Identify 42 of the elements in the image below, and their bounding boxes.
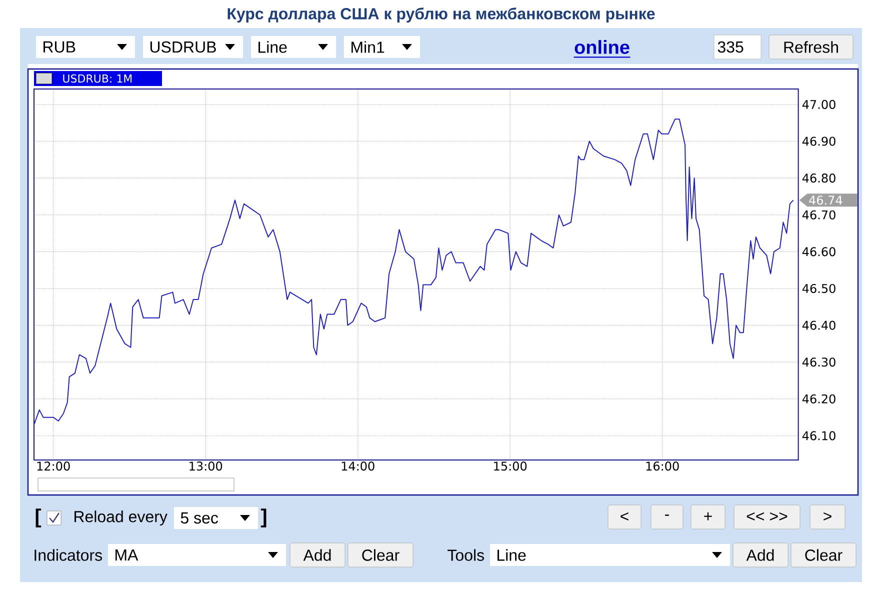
y-tick-label: 46.20 [802,394,836,404]
x-tick-label: 16:00 [646,462,679,471]
chart-title: Курс доллара США к рублю на межбанковском рынке [228,7,655,23]
text: online [574,40,630,54]
text: RUB [44,41,76,53]
x-tick-label: 13:00 [190,462,222,471]
text: Refresh [784,41,838,53]
x-tick-label: 15:00 [494,462,527,471]
text: Min1 [352,41,384,53]
text: > [824,512,832,520]
x-tick-label: 12:00 [37,462,70,471]
text: Line [258,41,287,53]
text: Indicators [34,549,102,561]
text: 335 [718,41,744,53]
y-tick-label: 46.70 [802,210,836,220]
text: [ [36,508,42,528]
y-tick-label: 46.60 [802,247,836,256]
text: Line [498,549,526,561]
chart-subtitle: USDRUB: 1M [63,74,132,83]
text: < [620,512,628,520]
text: 5 sec [180,512,218,524]
text: ] [260,508,266,528]
y-tick-label: 46.10 [802,431,836,440]
text: << >> [746,512,788,520]
y-tick-label: 46.80 [802,174,836,183]
y-tick-label: 46.30 [802,358,836,367]
text: + [704,512,712,520]
text: Add [746,549,774,561]
text: - [665,514,669,516]
y-tick-label: 46.90 [802,136,836,146]
text: Reload every [74,510,168,526]
text: MA [116,550,138,561]
text: Add [303,549,331,561]
text: 46.74 [809,196,842,205]
y-tick-label: 46.50 [802,284,836,294]
text: Clear [805,549,842,561]
text: Tools [448,549,484,561]
x-tick-label: 14:00 [342,462,374,471]
y-tick-label: 47.00 [802,100,836,110]
y-tick-label: 46.40 [802,320,836,330]
text: USDRUB [150,41,216,53]
text: Clear [362,549,400,561]
